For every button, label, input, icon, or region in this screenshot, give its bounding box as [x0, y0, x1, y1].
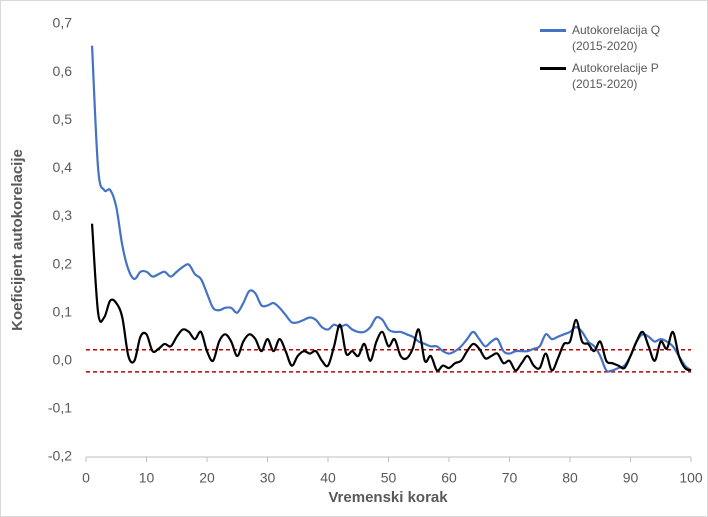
legend-swatch [540, 67, 566, 70]
legend-label: Autokorelacije P (2015-2020) [572, 61, 659, 91]
x-tick-label: 10 [139, 470, 155, 486]
legend-item: Autokorelacije P (2015-2020) [540, 60, 672, 92]
y-tick-label: 0,6 [53, 63, 73, 79]
legend-item: Autokorelacija Q (2015-2020) [540, 22, 672, 54]
series-line [90, 223, 692, 372]
x-tick-label: 30 [260, 470, 276, 486]
y-tick-label: 0,2 [53, 255, 73, 271]
x-axis-label: Vremenski korak [328, 489, 448, 506]
x-tick-label: 80 [562, 470, 578, 486]
y-tick-label: 0,0 [53, 351, 73, 367]
legend: Autokorelacija Q (2015-2020) Autokorelaci… [540, 22, 672, 98]
y-tick-label: -0,1 [48, 400, 72, 416]
x-tick-label: 90 [623, 470, 639, 486]
x-tick-label: 100 [679, 470, 703, 486]
x-tick-label: 70 [502, 470, 518, 486]
legend-label: Autokorelacija Q (2015-2020) [572, 23, 661, 53]
x-tick-label: 50 [381, 470, 397, 486]
y-axis-label: Koeficijent autokorelacije [9, 149, 26, 331]
y-tick-label: 0,7 [53, 15, 73, 31]
legend-swatch [540, 29, 566, 32]
y-tick-label: 0,3 [53, 207, 73, 223]
x-tick-label: 0 [82, 470, 90, 486]
y-tick-label: 0,5 [53, 111, 73, 127]
x-tick-label: 20 [199, 470, 215, 486]
x-tick-label: 60 [441, 470, 457, 486]
series-line [90, 45, 692, 373]
y-tick-label: 0,4 [53, 159, 73, 175]
y-tick-label: -0,2 [48, 448, 72, 464]
x-tick-label: 40 [320, 470, 336, 486]
y-tick-label: 0,1 [53, 303, 73, 319]
